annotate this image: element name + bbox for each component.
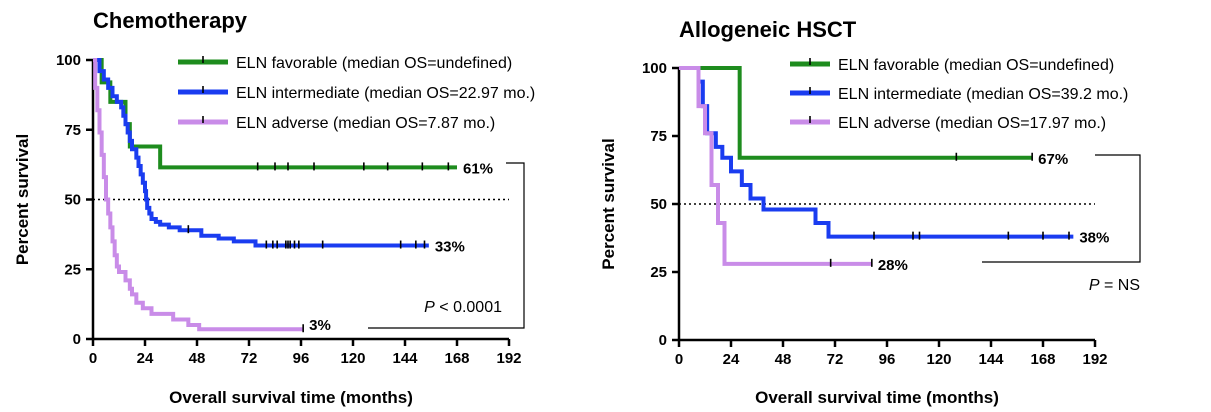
y-tick-label: 25 (650, 264, 667, 281)
y-tick-label: 50 (650, 196, 667, 213)
x-tick-label: 96 (879, 351, 896, 368)
survival-curve-2 (93, 58, 429, 248)
comparison-bracket (982, 154, 1141, 263)
x-tick-label: 72 (827, 351, 844, 368)
p-value-symbol: P (424, 299, 435, 316)
y-tick-label: 75 (64, 122, 81, 139)
x-tick-label: 0 (89, 350, 97, 367)
y-tick-label: 0 (659, 332, 667, 349)
legend-entry: ELN adverse (median OS=7.87 mo.) (236, 115, 495, 132)
x-tick-label: 24 (137, 350, 154, 367)
chart-title: Chemotherapy (93, 8, 248, 33)
x-tick-label: 120 (340, 350, 365, 367)
x-tick-label: 120 (926, 351, 951, 368)
y-tick-label: 100 (56, 52, 81, 69)
survival-curve-2 (679, 66, 1074, 239)
legend-entry: ELN adverse (median OS=17.97 mo.) (838, 115, 1106, 132)
x-tick-label: 168 (444, 350, 469, 367)
legend-entry: ELN favorable (median OS=undefined) (838, 57, 1114, 74)
comparison-bracket (368, 162, 525, 329)
legend-entry: ELN intermediate (median OS=22.97 mo.) (236, 85, 535, 102)
x-axis-label: Overall survival time (months) (169, 388, 413, 407)
end-label: 28% (878, 257, 908, 274)
y-tick-label: 50 (64, 192, 81, 209)
y-tick-label: 100 (642, 60, 667, 77)
survival-curve-3 (93, 58, 304, 332)
x-tick-label: 96 (293, 350, 310, 367)
y-axis-label: Percent survival (599, 138, 618, 269)
end-label: 3% (309, 317, 331, 334)
x-axis-label: Overall survival time (months) (755, 388, 999, 407)
survival-curve-1 (679, 66, 1033, 160)
y-axis-label: Percent survival (13, 134, 32, 265)
end-label: 33% (435, 239, 465, 256)
y-tick-label: 25 (64, 261, 81, 278)
p-value: P = NS (1089, 277, 1140, 294)
x-tick-label: 144 (978, 351, 1004, 368)
x-tick-label: 192 (1082, 351, 1107, 368)
y-tick-label: 75 (650, 128, 667, 145)
x-tick-label: 48 (775, 351, 792, 368)
p-value-text: = NS (1100, 277, 1140, 294)
chart-panel-1: Chemotherapy 0 25 50 75 100 0 24 48 72 96 120 144 168… (13, 8, 535, 407)
p-value: P < 0.0001 (424, 299, 502, 316)
x-tick-label: 24 (723, 351, 740, 368)
legend-entry: ELN favorable (median OS=undefined) (236, 55, 512, 72)
x-tick-label: 72 (241, 350, 258, 367)
x-tick-label: 0 (675, 351, 683, 368)
x-tick-label: 144 (392, 350, 418, 367)
legend-entry: ELN intermediate (median OS=39.2 mo.) (838, 86, 1128, 103)
survival-curve-3 (679, 66, 872, 266)
survival-curve-1 (93, 58, 457, 170)
x-tick-label: 48 (189, 350, 206, 367)
x-tick-label: 168 (1030, 351, 1055, 368)
p-value-symbol: P (1089, 277, 1100, 294)
x-tick-label: 192 (496, 350, 521, 367)
chart-panel-2: Allogeneic HSCT 0 25 50 75 100 0 24 48 72 96 120 144… (599, 17, 1141, 407)
end-label: 38% (1079, 230, 1109, 247)
end-label: 67% (1038, 151, 1068, 168)
p-value-text: < 0.0001 (435, 299, 502, 316)
chart-title: Allogeneic HSCT (679, 17, 857, 42)
end-label: 61% (463, 160, 493, 177)
y-tick-label: 0 (73, 331, 81, 348)
